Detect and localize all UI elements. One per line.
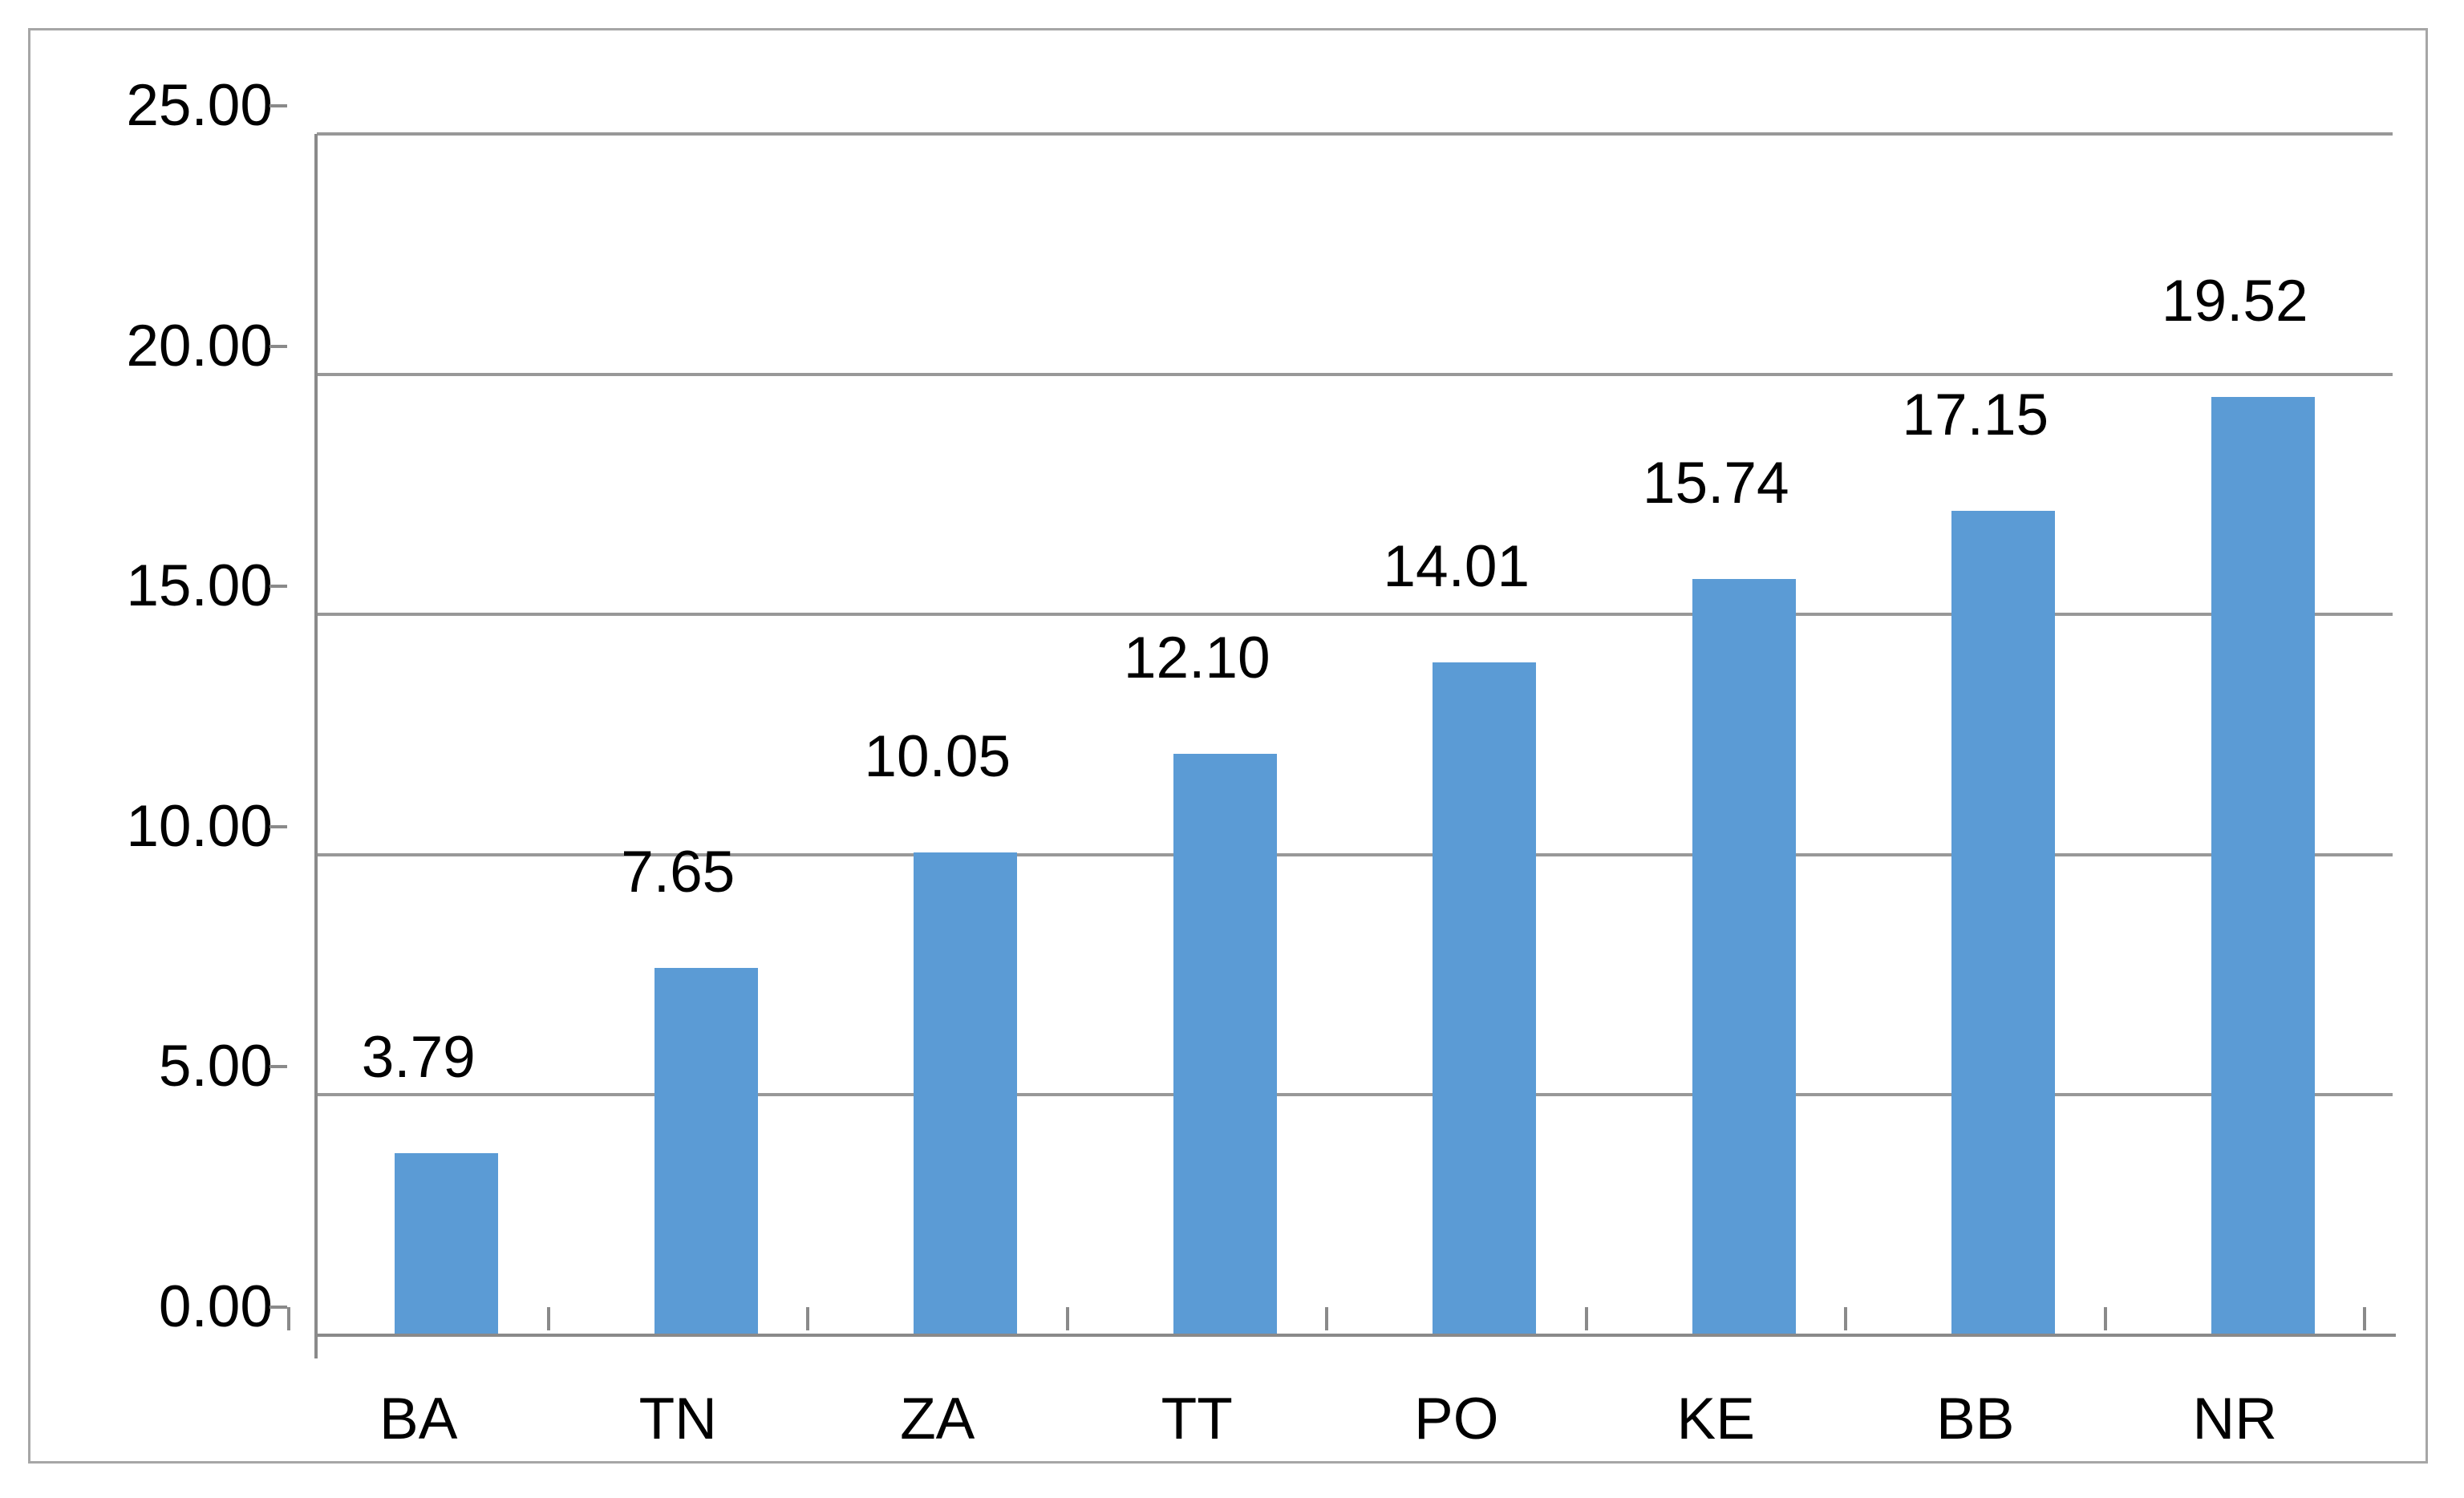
x-tick-mark [1065,1307,1069,1330]
bar-BA [395,1152,499,1335]
x-tick-mark [2103,1307,2107,1330]
value-label-BA: 3.79 [361,1024,476,1090]
category-label-NR: NR [2192,1387,2277,1451]
bar-PO [1433,662,1537,1335]
y-tick-mark [270,585,287,589]
category-label-ZA: ZA [900,1387,975,1451]
value-label-NR: 19.52 [2161,269,2308,334]
gridline-5.00 [317,1093,2393,1097]
category-label-TN: TN [638,1387,717,1451]
gridline-10.00 [317,852,2393,856]
x-tick-mark [546,1307,550,1330]
y-tick-label: 10.00 [126,793,273,859]
category-label-BB: BB [1936,1387,2015,1451]
y-tick-mark [270,824,287,828]
y-tick-label: 0.00 [158,1274,273,1339]
x-axis-line [317,1334,2396,1337]
x-tick-mark [1584,1307,1588,1330]
y-tick-mark [270,1065,287,1069]
bar-NR [2211,397,2315,1335]
y-tick-mark [270,344,287,348]
value-label-ZA: 10.05 [864,723,1011,789]
category-label-KE: KE [1676,1387,1755,1451]
x-tick-mark [806,1307,809,1330]
category-label-TT: TT [1161,1387,1233,1451]
chart-frame: 0.00 5.00 10.00 15.00 20.00 25.00 3.79 7.65 10.… [28,28,2428,1464]
x-tick-mark [2363,1307,2366,1330]
x-tick-mark [1325,1307,1328,1330]
value-label-PO: 14.01 [1383,533,1530,599]
gridline-25.00 [317,132,2393,136]
y-tick-label: 20.00 [126,313,273,379]
category-label-BA: BA [379,1387,458,1451]
y-axis-line [314,134,318,1358]
y-tick-label: 25.00 [126,73,273,138]
bar-KE [1692,578,1796,1335]
gridline-20.00 [317,372,2393,376]
y-tick-mark [270,1306,287,1309]
plot-area [317,132,2393,1335]
value-label-BB: 17.15 [1902,383,2049,448]
x-tick-mark [287,1307,290,1330]
category-label-PO: PO [1414,1387,1499,1451]
y-tick-mark [270,104,287,107]
y-tick-label: 15.00 [126,553,273,619]
bar-BB [1951,511,2056,1335]
y-tick-label: 5.00 [158,1034,273,1099]
bar-TT [1173,753,1277,1335]
x-tick-mark [1844,1307,1847,1330]
value-label-TT: 12.10 [1123,625,1270,690]
bar-ZA [914,852,1018,1335]
value-label-TN: 7.65 [621,839,736,905]
gridline-15.00 [317,613,2393,617]
bar-TN [654,967,758,1335]
value-label-KE: 15.74 [1642,450,1789,516]
